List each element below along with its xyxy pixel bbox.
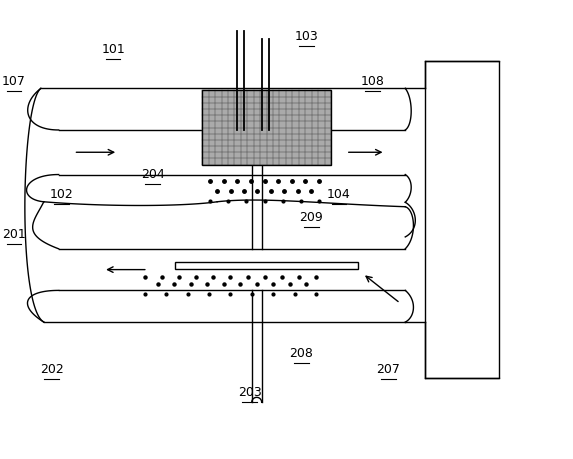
Bar — [425, 61, 499, 378]
Text: 104: 104 — [327, 188, 351, 202]
Text: 209: 209 — [299, 211, 323, 224]
Bar — [202, 90, 331, 165]
Text: 202: 202 — [40, 363, 64, 375]
Text: 102: 102 — [50, 188, 73, 202]
Text: 207: 207 — [376, 363, 401, 375]
Text: 108: 108 — [360, 75, 384, 89]
Text: 103: 103 — [295, 30, 318, 43]
Text: 208: 208 — [289, 347, 313, 360]
Text: 107: 107 — [2, 75, 26, 89]
Text: 204: 204 — [141, 168, 164, 181]
Text: 201: 201 — [2, 228, 26, 241]
Text: 203: 203 — [238, 386, 262, 399]
Text: 101: 101 — [101, 43, 125, 56]
Bar — [175, 262, 358, 269]
Bar — [202, 90, 331, 165]
